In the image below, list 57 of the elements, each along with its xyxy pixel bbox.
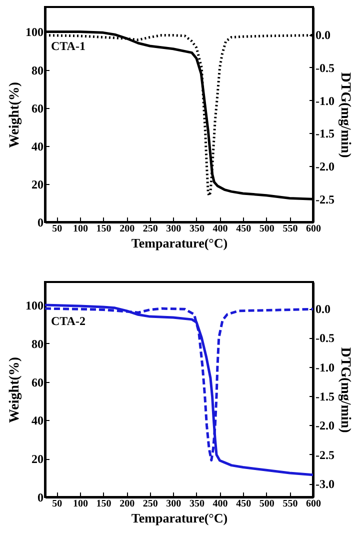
x-tick-label: 350 bbox=[189, 498, 204, 510]
y2-tick-label: 0.0 bbox=[316, 302, 330, 316]
y-tick-label: 80 bbox=[32, 63, 44, 78]
x-tick-label: 500 bbox=[259, 224, 274, 234]
y2-tick-label: -1.0 bbox=[316, 360, 334, 374]
x-tick-label: 550 bbox=[282, 498, 298, 510]
x-tick-label: 50 bbox=[52, 224, 62, 234]
x-tick-label: 300 bbox=[166, 224, 182, 234]
x-axis-title: Temparature(°C) bbox=[131, 236, 228, 250]
x-tick-label: 550 bbox=[282, 224, 298, 234]
y2-tick-label: -0.5 bbox=[316, 331, 334, 346]
x-tick-label: 100 bbox=[72, 224, 88, 234]
y2-tick-label: -2.0 bbox=[316, 160, 334, 174]
y-tick-label: 0 bbox=[38, 490, 44, 504]
y-tick-label: 20 bbox=[32, 452, 44, 466]
y2-tick-label: -3.0 bbox=[316, 477, 334, 492]
x-tick-label: 500 bbox=[259, 498, 274, 510]
x-tick-label: 600 bbox=[306, 224, 321, 234]
y-tick-label: 60 bbox=[32, 101, 44, 116]
x-tick-label: 150 bbox=[96, 498, 112, 510]
y-tick-label: 40 bbox=[32, 139, 44, 154]
y2-axis-title: DTG(mg/min) bbox=[337, 72, 352, 158]
x-tick-label: 300 bbox=[166, 498, 182, 510]
y2-tick-label: -0.5 bbox=[316, 60, 334, 75]
x-tick-label: 50 bbox=[52, 498, 62, 510]
y2-tick-label: -2.5 bbox=[316, 448, 334, 462]
x-tick-label: 350 bbox=[189, 224, 204, 234]
y2-tick-label: -1.5 bbox=[316, 390, 334, 404]
y2-tick-label: -1.5 bbox=[316, 126, 334, 141]
x-tick-label: 450 bbox=[236, 498, 252, 510]
annotation: CTA-1 bbox=[51, 39, 86, 53]
y-tick-label: 100 bbox=[26, 298, 44, 313]
y-tick-label: 60 bbox=[32, 375, 44, 390]
x-tick-label: 600 bbox=[306, 498, 321, 510]
y2-tick-label: 0.0 bbox=[316, 28, 330, 42]
y2-tick-label: -2.5 bbox=[316, 192, 334, 206]
y2-tick-label: -1.0 bbox=[316, 94, 334, 108]
y2-tick-label: -2.0 bbox=[316, 418, 334, 433]
x-tick-label: 450 bbox=[236, 224, 252, 234]
x-tick-label: 100 bbox=[72, 498, 88, 510]
y-tick-label: 0 bbox=[38, 216, 44, 230]
x-tick-label: 200 bbox=[120, 498, 135, 510]
x-tick-label: 150 bbox=[96, 224, 112, 234]
y-tick-label: 40 bbox=[32, 414, 44, 428]
x-tick-label: 400 bbox=[212, 498, 228, 510]
y2-axis-title: DTG(mg/min) bbox=[337, 347, 352, 434]
x-axis-title: Temparature(°C) bbox=[131, 510, 228, 526]
y-tick-label: 20 bbox=[32, 177, 44, 192]
y-tick-label: 80 bbox=[32, 336, 44, 351]
annotation: CTA-2 bbox=[51, 314, 86, 328]
x-tick-label: 250 bbox=[142, 498, 158, 510]
y-tick-label: 100 bbox=[26, 25, 44, 40]
x-tick-label: 250 bbox=[142, 224, 158, 234]
x-tick-label: 200 bbox=[120, 224, 135, 234]
y-axis-title: Weight(%) bbox=[8, 356, 22, 424]
x-tick-label: 400 bbox=[212, 224, 228, 234]
y-axis-title: Weight(%) bbox=[8, 82, 22, 148]
